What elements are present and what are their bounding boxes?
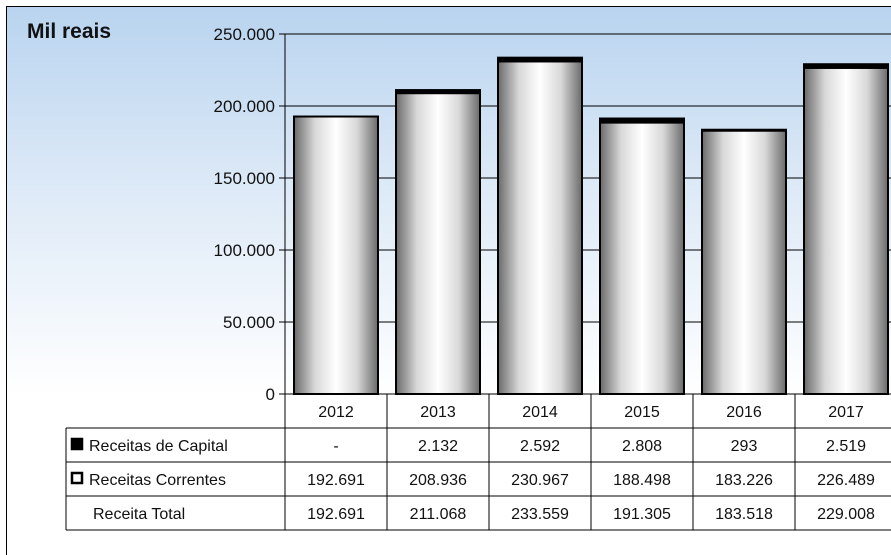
table-row-label: Receita Total	[93, 506, 185, 523]
y-tick-label: 50.000	[223, 313, 275, 332]
x-tick-label: 2016	[726, 404, 762, 421]
bar-receitas-de-capital	[803, 63, 889, 69]
y-tick-label: 100.000	[214, 241, 275, 260]
bar-receitas-de-capital	[395, 89, 481, 95]
x-tick-label: 2014	[522, 404, 558, 421]
y-tick-label: 200.000	[214, 97, 275, 116]
table-cell-value: 208.936	[409, 472, 467, 489]
bar-receitas-de-capital	[701, 128, 787, 132]
unit-label: Mil reais	[27, 20, 112, 43]
bar-receitas-correntes	[599, 121, 685, 396]
bar-receitas-de-capital	[497, 56, 583, 63]
x-tick-label: 2015	[624, 404, 660, 421]
table-cell-value: 229.008	[817, 506, 875, 523]
bar-receitas-de-capital	[599, 117, 685, 124]
x-tick-label: 2013	[420, 404, 456, 421]
x-tick-label: 2012	[318, 404, 354, 421]
table-cell-value: 233.559	[511, 506, 569, 523]
bar-receitas-correntes	[497, 60, 583, 395]
table-cell-value: 293	[731, 438, 758, 455]
table-cell-value: 211.068	[410, 506, 467, 523]
table-cell-value: 191.305	[613, 506, 671, 523]
legend-swatch	[70, 437, 84, 451]
y-tick-label: 0	[266, 385, 275, 404]
legend-swatch	[70, 471, 84, 485]
bar-receitas-correntes	[701, 129, 787, 395]
y-tick-label: 250.000	[214, 25, 275, 44]
table-cell-value: 230.967	[511, 472, 569, 489]
table-row-label: Receitas de Capital	[89, 438, 228, 455]
table-cell-value: 183.226	[715, 472, 773, 489]
table-cell-value: -	[333, 438, 338, 455]
table-cell-value: 188.498	[613, 472, 671, 489]
table-cell-value: 2.808	[622, 438, 662, 455]
table-cell-value: 183.518	[715, 506, 773, 523]
chart-frame	[6, 6, 891, 555]
table-cell-value: 2.132	[418, 438, 458, 455]
bar-receitas-correntes	[293, 115, 379, 395]
table-cell-value: 192.691	[307, 472, 365, 489]
table-cell-value: 192.691	[307, 506, 365, 523]
bar-receitas-correntes	[803, 66, 889, 396]
table-row-label: Receitas Correntes	[89, 472, 226, 489]
bar-receitas-correntes	[395, 92, 481, 395]
x-tick-label: 2017	[828, 404, 864, 421]
table-cell-value: 2.519	[826, 438, 866, 455]
table-cell-value: 2.592	[520, 438, 560, 455]
table-cell-value: 226.489	[817, 472, 875, 489]
y-tick-label: 150.000	[214, 169, 275, 188]
